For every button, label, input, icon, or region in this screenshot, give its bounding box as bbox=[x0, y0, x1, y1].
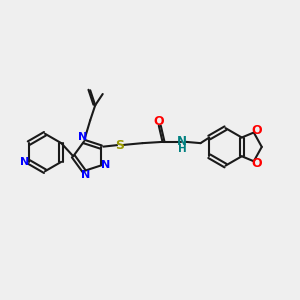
Text: O: O bbox=[154, 115, 164, 128]
Text: N: N bbox=[81, 170, 90, 181]
Text: N: N bbox=[20, 157, 30, 167]
Text: O: O bbox=[251, 157, 262, 170]
Text: O: O bbox=[251, 124, 262, 137]
Text: N: N bbox=[177, 135, 187, 148]
Text: H: H bbox=[178, 144, 187, 154]
Text: N: N bbox=[78, 132, 87, 142]
Text: N: N bbox=[101, 160, 110, 170]
Text: S: S bbox=[116, 139, 124, 152]
